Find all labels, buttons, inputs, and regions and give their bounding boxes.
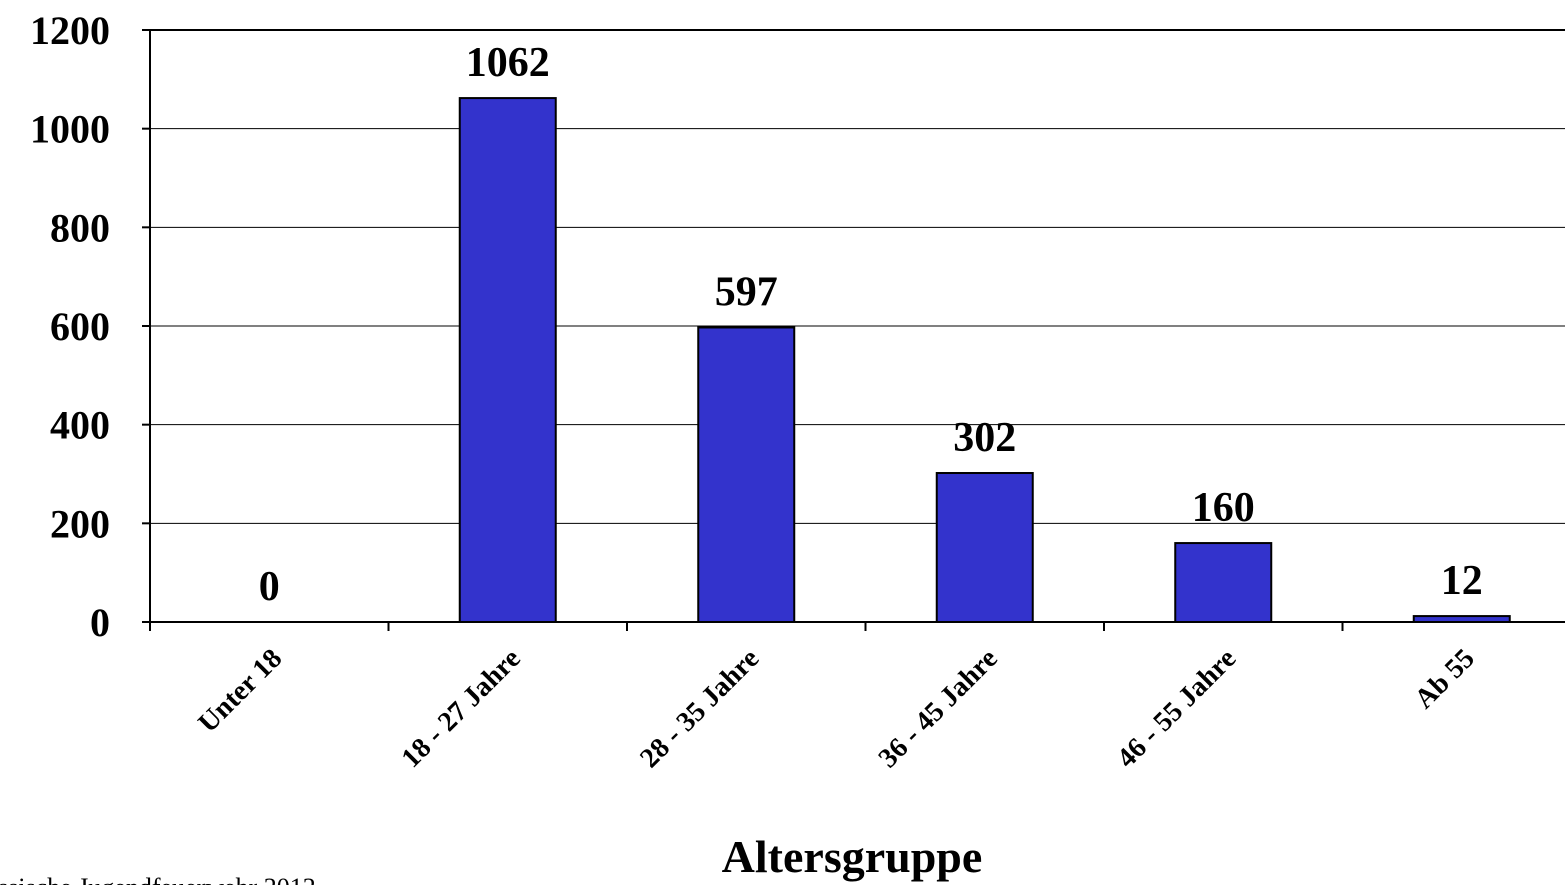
gridlines [150, 128, 1565, 524]
bar [1174, 542, 1273, 623]
data-label: 12 [1441, 558, 1483, 604]
y-tick-label: 1000 [30, 107, 110, 152]
y-tick-label: 1200 [30, 8, 110, 53]
x-axis-title: Altersgruppe [722, 831, 983, 882]
y-tick-label: 200 [50, 501, 110, 546]
source-note: ssische Jugendfeuerwehr 2012 [0, 873, 316, 885]
bars [458, 97, 1511, 624]
y-tick-label: 600 [50, 304, 110, 349]
y-tick-label: 0 [90, 600, 110, 645]
data-label: 597 [715, 269, 778, 315]
y-tick-label: 400 [50, 403, 110, 448]
bar [935, 472, 1034, 623]
data-label: 302 [953, 415, 1016, 461]
data-label: 1062 [466, 40, 550, 86]
x-category-label: 46 - 55 Jahre [1111, 643, 1242, 774]
x-axis: Unter 18 18 - 27 Jahre 28 - 35 Jahre 36 - 4… [149, 621, 1565, 774]
data-labels: 0 1062 597 302 160 12 [259, 40, 1483, 610]
x-category-label: Ab 55 [1409, 643, 1481, 715]
data-label: 160 [1192, 485, 1255, 531]
x-category-label: 28 - 35 Jahre [634, 643, 765, 774]
bar [697, 326, 796, 623]
x-category-label: Unter 18 [192, 643, 288, 739]
data-label: 0 [259, 564, 280, 610]
x-category-label: 18 - 27 Jahre [396, 643, 527, 774]
x-category-label: 36 - 45 Jahre [873, 643, 1004, 774]
y-tick-label: 800 [50, 205, 110, 250]
bar [458, 97, 557, 623]
y-axis-tick-labels: 0 200 400 600 800 1000 1200 [30, 8, 150, 645]
